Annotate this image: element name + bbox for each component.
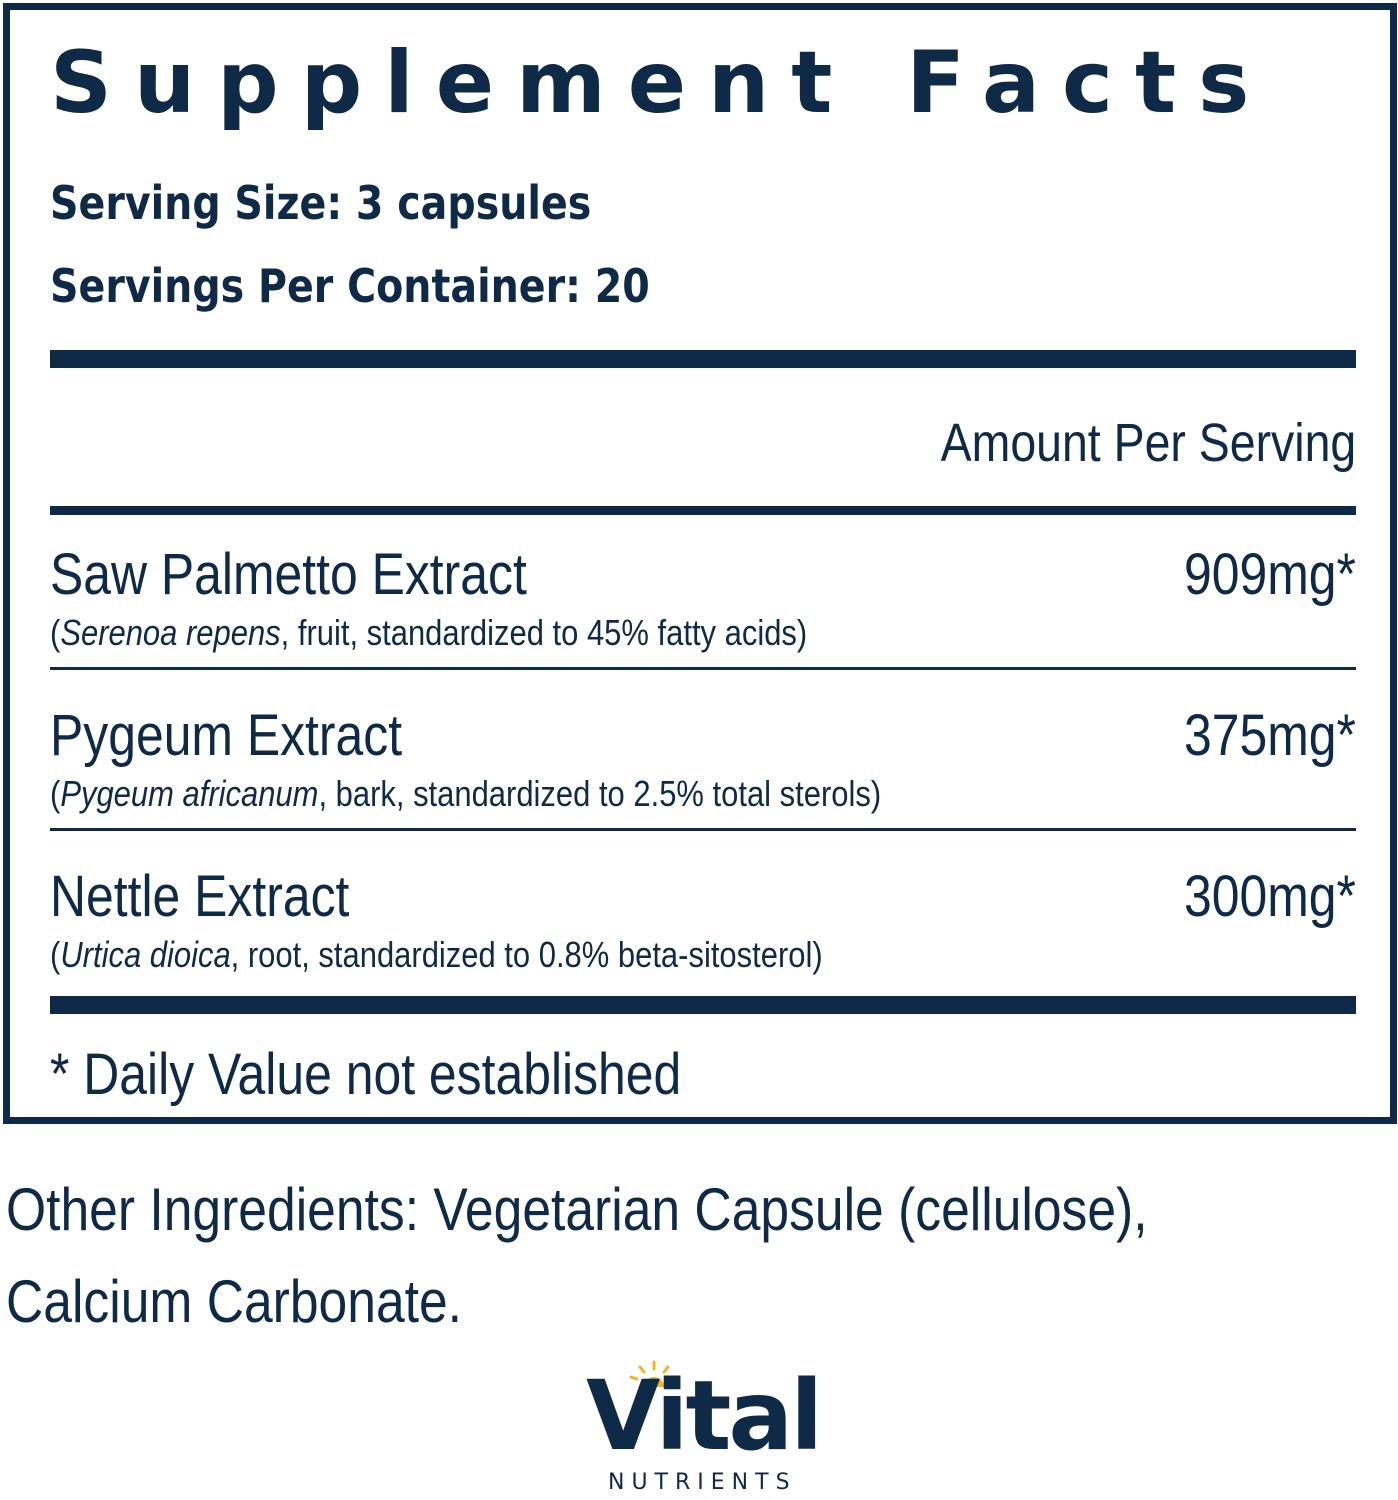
ingredient-name: Nettle Extract xyxy=(50,864,350,929)
brand-name: Vital xyxy=(586,1360,823,1472)
ingredient-latin-name: Pygeum africanum xyxy=(60,773,319,814)
ingredient-detail: (Serenoa repens, fruit, standardized to … xyxy=(50,612,808,653)
ingredient-detail-text: , root, standardized to 0.8% beta-sitost… xyxy=(230,934,813,975)
other-ingredients-line-2: Calcium Carbonate. xyxy=(6,1268,463,1335)
ingredient-amount: 909mg* xyxy=(1184,542,1356,607)
serving-size: Serving Size: 3 capsules xyxy=(50,176,592,230)
ingredient-detail: (Pygeum africanum, bark, standardized to… xyxy=(50,773,882,814)
servings-per-container: Servings Per Container: 20 xyxy=(50,259,650,313)
daily-value-footnote: * Daily Value not established xyxy=(50,1042,682,1107)
ingredient-amount: 300mg* xyxy=(1184,864,1356,929)
ingredient-latin-name: Urtica dioica xyxy=(60,934,231,975)
ingredient-detail: (Urtica dioica, root, standardized to 0.… xyxy=(50,934,823,975)
thick-divider xyxy=(50,350,1356,368)
panel-title: Supplement Facts xyxy=(50,33,1272,133)
ingredient-detail-text: , bark, standardized to 2.5% total stero… xyxy=(318,773,871,814)
header-divider xyxy=(50,506,1356,515)
row-divider xyxy=(50,667,1356,670)
ingredient-latin-name: Serenoa repens xyxy=(60,612,281,653)
sun-icon xyxy=(629,1360,679,1387)
ingredient-name: Saw Palmetto Extract xyxy=(50,542,527,607)
row-divider xyxy=(50,828,1356,831)
brand-logo: Vital NUTRIENTS xyxy=(586,1360,826,1498)
ingredient-detail-text: , fruit, standardized to 45% fatty acids xyxy=(280,612,797,653)
brand-subtitle: NUTRIENTS xyxy=(608,1470,797,1495)
thick-divider xyxy=(50,996,1356,1014)
supplement-facts-panel: Supplement Facts Serving Size: 3 capsule… xyxy=(3,3,1397,1124)
ingredient-amount: 375mg* xyxy=(1184,703,1356,768)
amount-per-serving-header: Amount Per Serving xyxy=(940,413,1356,473)
ingredient-name: Pygeum Extract xyxy=(50,703,403,768)
other-ingredients-line-1: Other Ingredients: Vegetarian Capsule (c… xyxy=(6,1176,1148,1243)
